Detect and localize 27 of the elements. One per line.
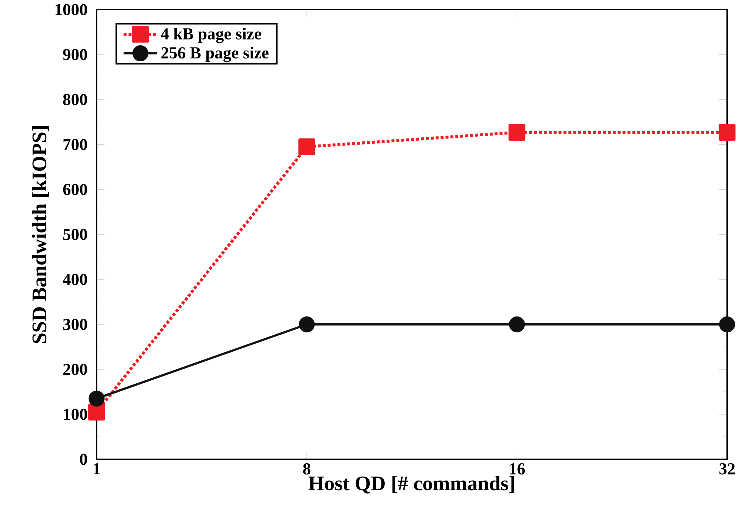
- x-tick-label: 1: [94, 464, 100, 475]
- y-tick-label: 300: [63, 319, 88, 330]
- y-axis-title: SSD Bandwidth [kIOPS]: [32, 126, 50, 344]
- y-tick-label: 0: [80, 454, 88, 466]
- y-tick-label: 500: [64, 229, 88, 240]
- y-tick-label: 600: [63, 184, 88, 196]
- y-tick-label: 100: [64, 408, 88, 420]
- point: [719, 316, 736, 333]
- point: [718, 124, 736, 142]
- point: [88, 390, 105, 407]
- point: [299, 316, 316, 333]
- point: [509, 316, 526, 333]
- x-tick-label: 16: [510, 464, 526, 475]
- y-tick-label: 800: [63, 94, 88, 106]
- point: [88, 404, 106, 421]
- point: [508, 124, 526, 142]
- y-tick-label: 400: [63, 274, 88, 286]
- x-tick-label: 8: [303, 464, 311, 475]
- y-tick-label: 200: [64, 364, 88, 376]
- point: [298, 138, 316, 156]
- y-tick-label: 1000: [56, 4, 88, 16]
- legend-label: 4 kB page size: [161, 28, 262, 44]
- y-tick-label: 700: [64, 139, 88, 150]
- x-tick-label: 32: [720, 464, 735, 475]
- legend-label: 256 B page size: [162, 47, 269, 62]
- y-tick-label: 900: [63, 49, 88, 61]
- x-axis-title: Host QD [# commands]: [308, 476, 514, 494]
